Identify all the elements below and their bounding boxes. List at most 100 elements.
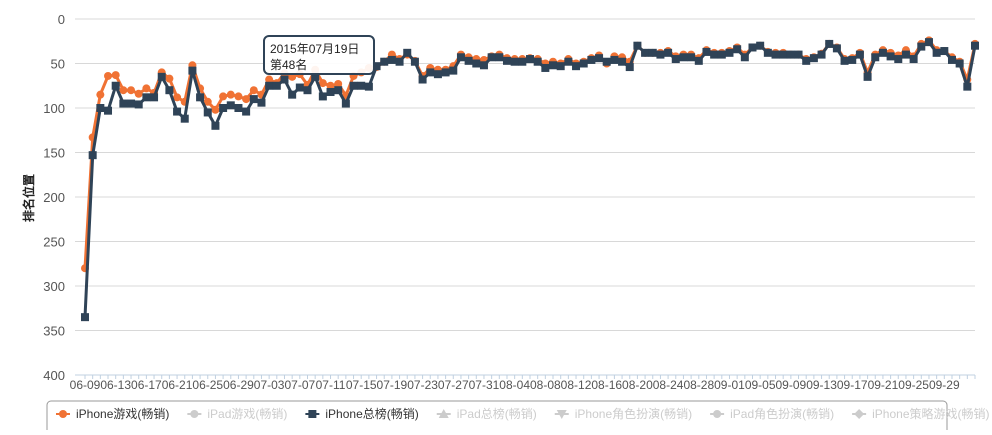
data-point[interactable] <box>119 99 128 108</box>
data-point[interactable] <box>472 59 481 68</box>
data-point[interactable] <box>272 81 281 90</box>
data-point[interactable] <box>940 47 949 56</box>
data-point[interactable] <box>410 57 419 66</box>
data-point[interactable] <box>165 86 174 95</box>
data-point[interactable] <box>832 44 841 53</box>
legend-item-1[interactable]: iPad游戏(畅销) <box>187 407 287 421</box>
data-point[interactable] <box>909 55 918 64</box>
data-point[interactable] <box>257 98 266 107</box>
data-point[interactable] <box>318 92 327 101</box>
legend-item-4[interactable]: iPhone角色扮演(畅销) <box>554 406 692 421</box>
data-point[interactable] <box>855 50 864 59</box>
data-point[interactable] <box>265 81 274 90</box>
legend-item-0[interactable]: iPhone游戏(畅销) <box>56 407 169 421</box>
data-point[interactable] <box>817 50 826 59</box>
data-point[interactable] <box>311 72 320 81</box>
legend-item-2[interactable]: iPhone总榜(畅销) <box>305 406 419 421</box>
data-point[interactable] <box>249 86 258 95</box>
data-point[interactable] <box>971 41 979 50</box>
legend-item-6[interactable]: iPhone策略游戏(畅销) <box>852 406 989 421</box>
data-point[interactable] <box>618 57 627 66</box>
data-point[interactable] <box>334 86 343 95</box>
data-point[interactable] <box>633 41 642 50</box>
data-point[interactable] <box>863 72 872 81</box>
data-point[interactable] <box>449 66 458 75</box>
data-point[interactable] <box>341 99 350 108</box>
data-point[interactable] <box>242 95 251 104</box>
data-point[interactable] <box>802 56 811 65</box>
data-point[interactable] <box>725 48 734 57</box>
data-point[interactable] <box>211 105 220 114</box>
data-point[interactable] <box>878 48 887 57</box>
data-point[interactable] <box>763 48 772 57</box>
data-point[interactable] <box>203 97 212 106</box>
data-point[interactable] <box>809 54 818 63</box>
data-point[interactable] <box>541 63 550 72</box>
data-point[interactable] <box>395 57 404 66</box>
data-point[interactable] <box>134 100 143 109</box>
data-point[interactable] <box>104 71 113 80</box>
data-point[interactable] <box>380 57 389 66</box>
data-point[interactable] <box>418 75 427 84</box>
data-point[interactable] <box>533 57 542 66</box>
data-point[interactable] <box>426 68 435 77</box>
data-point[interactable] <box>219 92 228 101</box>
data-point[interactable] <box>203 108 212 117</box>
data-point[interactable] <box>602 57 611 66</box>
data-point[interactable] <box>487 53 496 62</box>
data-point[interactable] <box>549 61 558 70</box>
data-point[interactable] <box>318 79 327 88</box>
data-point[interactable] <box>234 92 243 101</box>
data-point[interactable] <box>794 50 803 59</box>
data-point[interactable] <box>479 61 488 70</box>
data-point[interactable] <box>165 74 174 83</box>
data-point[interactable] <box>679 53 688 62</box>
data-point[interactable] <box>403 48 412 57</box>
data-point[interactable] <box>288 90 297 99</box>
data-point[interactable] <box>180 114 189 123</box>
data-point[interactable] <box>917 42 926 51</box>
data-point[interactable] <box>526 55 534 64</box>
data-point[interactable] <box>924 38 933 47</box>
data-point[interactable] <box>234 104 243 112</box>
data-point[interactable] <box>119 86 128 95</box>
data-point[interactable] <box>572 62 581 71</box>
data-point[interactable] <box>625 63 634 72</box>
data-point[interactable] <box>587 55 596 64</box>
data-point[interactable] <box>456 53 465 62</box>
data-point[interactable] <box>779 50 788 59</box>
data-point[interactable] <box>963 82 972 91</box>
data-point[interactable] <box>219 104 228 112</box>
data-point[interactable] <box>886 52 895 61</box>
data-point[interactable] <box>326 87 335 96</box>
data-point[interactable] <box>104 106 113 115</box>
data-point[interactable] <box>664 48 673 57</box>
data-point[interactable] <box>433 70 442 79</box>
data-point[interactable] <box>142 93 151 102</box>
data-point[interactable] <box>349 81 358 90</box>
data-point[interactable] <box>825 39 834 48</box>
data-point[interactable] <box>610 55 619 64</box>
data-point[interactable] <box>464 56 473 65</box>
data-point[interactable] <box>111 81 120 90</box>
data-point[interactable] <box>157 72 166 81</box>
data-point[interactable] <box>127 99 136 108</box>
data-point[interactable] <box>595 54 604 63</box>
data-point[interactable] <box>648 48 657 57</box>
data-point[interactable] <box>211 121 220 130</box>
data-point[interactable] <box>871 53 880 62</box>
data-point[interactable] <box>334 79 343 88</box>
data-point[interactable] <box>364 82 373 91</box>
data-point[interactable] <box>96 90 105 99</box>
data-point[interactable] <box>717 50 726 59</box>
data-point[interactable] <box>510 57 519 66</box>
data-point[interactable] <box>249 95 258 104</box>
data-point[interactable] <box>756 41 765 50</box>
data-point[interactable] <box>710 50 719 59</box>
data-point[interactable] <box>387 55 396 64</box>
data-point[interactable] <box>326 81 335 90</box>
data-point[interactable] <box>894 55 903 64</box>
data-point[interactable] <box>134 89 143 98</box>
data-point[interactable] <box>196 93 205 102</box>
data-point[interactable] <box>579 59 588 68</box>
